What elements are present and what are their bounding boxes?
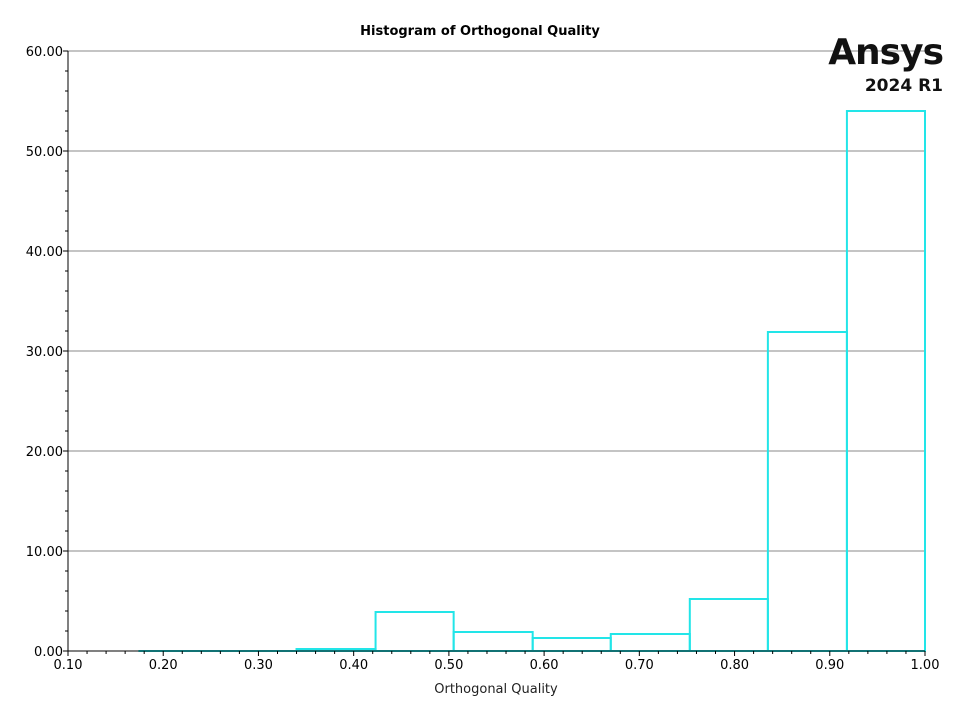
y-tick-label: 60.00: [26, 45, 63, 60]
gridlines: [68, 50, 925, 552]
histogram-bar: [688, 598, 769, 652]
histogram-bar: [452, 631, 534, 652]
y-axis-ticks: 0.00 10.00 20.00 30.00 40.00 50.00 60.00: [26, 45, 68, 660]
x-tick-label: 0.20: [149, 658, 178, 673]
histogram-bar: [531, 637, 612, 652]
y-tick-label: 40.00: [26, 245, 63, 260]
histogram-bars: [138, 110, 927, 653]
y-tick-label: 10.00: [26, 545, 63, 560]
chart-title: Histogram of Orthogonal Quality: [360, 24, 600, 39]
histogram-bar: [609, 633, 691, 652]
x-tick-label: 0.90: [815, 658, 844, 673]
x-tick-label: 0.30: [244, 658, 273, 673]
logo-version: 2024 R1: [865, 76, 943, 96]
x-tick-label: 0.80: [720, 658, 749, 673]
x-tick-label: 0.10: [54, 658, 83, 673]
y-tick-label: 20.00: [26, 445, 63, 460]
histogram-bar: [374, 611, 455, 652]
histogram-bar: [845, 110, 927, 652]
x-tick-label: 0.60: [530, 658, 559, 673]
x-axis-label: Orthogonal Quality: [434, 682, 558, 697]
x-tick-label: 0.50: [434, 658, 463, 673]
histogram-bar: [766, 331, 848, 652]
y-tick-label: 30.00: [26, 345, 63, 360]
x-tick-label: 0.40: [339, 658, 368, 673]
x-tick-label: 1.00: [911, 658, 940, 673]
y-tick-label: 50.00: [26, 145, 63, 160]
logo-brand: Ansys: [828, 32, 943, 73]
x-axis-ticks: 0.10 0.20 0.30 0.40 0.50 0.60 0.70 0.80 0.90 1.00: [54, 651, 940, 673]
ansys-logo: Ansys 2024 R1: [828, 32, 944, 96]
x-tick-label: 0.70: [625, 658, 654, 673]
y-tick-label: 0.00: [34, 645, 63, 660]
